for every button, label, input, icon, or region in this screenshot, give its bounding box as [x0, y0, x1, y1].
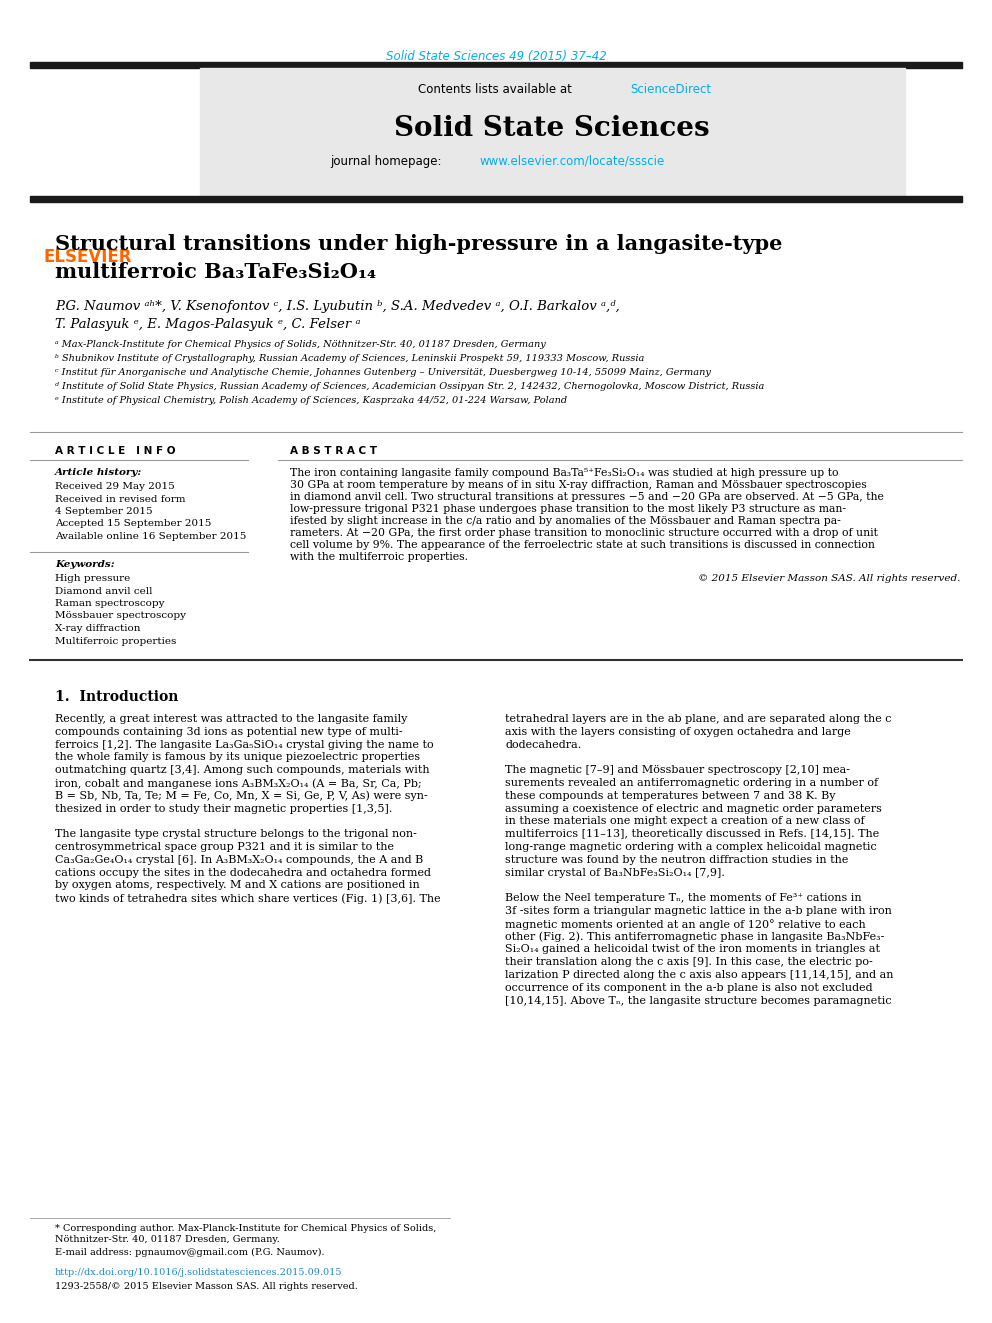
Bar [30, 196, 962, 202]
Text: iron, cobalt and manganese ions A₃BM₃X₂O₁₄ (A = Ba, Sr, Ca, Pb;: iron, cobalt and manganese ions A₃BM₃X₂O… [55, 778, 422, 789]
Text: 1293-2558/© 2015 Elsevier Masson SAS. All rights reserved.: 1293-2558/© 2015 Elsevier Masson SAS. Al… [55, 1282, 358, 1291]
Text: http://dx.doi.org/10.1016/j.solidstatesciences.2015.09.015: http://dx.doi.org/10.1016/j.solidstatesc… [55, 1267, 342, 1277]
Bar [200, 67, 905, 200]
Text: Accepted 15 September 2015: Accepted 15 September 2015 [55, 520, 211, 528]
Text: P.G. Naumov ᵃʰ*, V. Ksenofontov ᶜ, I.S. Lyubutin ᵇ, S.A. Medvedev ᵃ, O.I. Barkal: P.G. Naumov ᵃʰ*, V. Ksenofontov ᶜ, I.S. … [55, 300, 620, 314]
Text: T. Palasyuk ᵉ, E. Magos-Palasyuk ᵉ, C. Felser ᵃ: T. Palasyuk ᵉ, E. Magos-Palasyuk ᵉ, C. F… [55, 318, 360, 331]
Text: centrosymmetrical space group P321 and it is similar to the: centrosymmetrical space group P321 and i… [55, 841, 394, 852]
Text: long-range magnetic ordering with a complex helicoidal magnetic: long-range magnetic ordering with a comp… [505, 841, 877, 852]
Text: multiferroics [11–13], theoretically discussed in Refs. [14,15]. The: multiferroics [11–13], theoretically dis… [505, 830, 879, 839]
Text: ᵃ Max-Planck-Institute for Chemical Physics of Solids, Nöthnitzer-Str. 40, 01187: ᵃ Max-Planck-Institute for Chemical Phys… [55, 340, 546, 349]
Text: larization P directed along the c axis also appears [11,14,15], and an: larization P directed along the c axis a… [505, 970, 894, 980]
Text: Received 29 May 2015: Received 29 May 2015 [55, 482, 175, 491]
Text: compounds containing 3d ions as potential new type of multi-: compounds containing 3d ions as potentia… [55, 726, 403, 737]
Text: axis with the layers consisting of oxygen octahedra and large: axis with the layers consisting of oxyge… [505, 726, 851, 737]
Text: 30 GPa at room temperature by means of in situ X-ray diffraction, Raman and Möss: 30 GPa at room temperature by means of i… [290, 480, 867, 490]
Text: low-pressure trigonal P321 phase undergoes phase transition to the most likely P: low-pressure trigonal P321 phase undergo… [290, 504, 846, 515]
Text: dodecahedra.: dodecahedra. [505, 740, 581, 750]
Text: similar crystal of Ba₃NbFe₃Si₂O₁₄ [7,9].: similar crystal of Ba₃NbFe₃Si₂O₁₄ [7,9]. [505, 868, 725, 877]
Text: The iron containing langasite family compound Ba₃Ta⁵⁺Fe₃Si₂O₁₄ was studied at hi: The iron containing langasite family com… [290, 468, 838, 478]
Text: Diamond anvil cell: Diamond anvil cell [55, 586, 153, 595]
Text: structure was found by the neutron diffraction studies in the: structure was found by the neutron diffr… [505, 855, 848, 865]
Text: Solid State Sciences 49 (2015) 37–42: Solid State Sciences 49 (2015) 37–42 [386, 50, 606, 64]
Text: cations occupy the sites in the dodecahedra and octahedra formed: cations occupy the sites in the dodecahe… [55, 868, 431, 877]
Text: occurrence of its component in the a-b plane is also not excluded: occurrence of its component in the a-b p… [505, 983, 873, 992]
Bar [30, 62, 962, 67]
Text: Si₂O₁₄ gained a helicoidal twist of the iron moments in triangles at: Si₂O₁₄ gained a helicoidal twist of the … [505, 945, 880, 954]
Text: The langasite type crystal structure belongs to the trigonal non-: The langasite type crystal structure bel… [55, 830, 417, 839]
Text: © 2015 Elsevier Masson SAS. All rights reserved.: © 2015 Elsevier Masson SAS. All rights r… [697, 574, 960, 583]
Text: ᵇ Shubnikov Institute of Crystallography, Russian Academy of Sciences, Leninskii: ᵇ Shubnikov Institute of Crystallography… [55, 355, 645, 363]
Text: Recently, a great interest was attracted to the langasite family: Recently, a great interest was attracted… [55, 714, 408, 724]
Text: in diamond anvil cell. Two structural transitions at pressures −5 and −20 GPa ar: in diamond anvil cell. Two structural tr… [290, 492, 884, 501]
Text: cell volume by 9%. The appearance of the ferroelectric state at such transitions: cell volume by 9%. The appearance of the… [290, 540, 875, 550]
Text: rameters. At −20 GPa, the first order phase transition to monoclinic structure o: rameters. At −20 GPa, the first order ph… [290, 528, 878, 538]
Text: A B S T R A C T: A B S T R A C T [290, 446, 377, 456]
Text: two kinds of tetrahedra sites which share vertices (Fig. 1) [3,6]. The: two kinds of tetrahedra sites which shar… [55, 893, 440, 904]
Text: 3f -sites form a triangular magnetic lattice in the a-b plane with iron: 3f -sites form a triangular magnetic lat… [505, 906, 892, 916]
Text: Available online 16 September 2015: Available online 16 September 2015 [55, 532, 246, 541]
Text: Keywords:: Keywords: [55, 560, 115, 569]
Text: Received in revised form: Received in revised form [55, 495, 186, 504]
Text: ELSEVIER: ELSEVIER [44, 247, 132, 266]
Text: Multiferroic properties: Multiferroic properties [55, 636, 177, 646]
Text: X-ray diffraction: X-ray diffraction [55, 624, 141, 632]
Text: ᵉ Institute of Physical Chemistry, Polish Academy of Sciences, Kasprzaka 44/52, : ᵉ Institute of Physical Chemistry, Polis… [55, 396, 567, 405]
Text: magnetic moments oriented at an angle of 120° relative to each: magnetic moments oriented at an angle of… [505, 918, 866, 930]
Text: B = Sb, Nb, Ta, Te; M = Fe, Co, Mn, X = Si, Ge, P, V, As) were syn-: B = Sb, Nb, Ta, Te; M = Fe, Co, Mn, X = … [55, 791, 428, 802]
Text: Below the Neel temperature Tₙ, the moments of Fe³⁺ cations in: Below the Neel temperature Tₙ, the momen… [505, 893, 862, 904]
Text: 4 September 2015: 4 September 2015 [55, 507, 153, 516]
Text: assuming a coexistence of electric and magnetic order parameters: assuming a coexistence of electric and m… [505, 803, 882, 814]
Text: the whole family is famous by its unique piezoelectric properties: the whole family is famous by its unique… [55, 753, 421, 762]
Text: ScienceDirect: ScienceDirect [630, 83, 711, 97]
Text: Contents lists available at: Contents lists available at [418, 83, 575, 97]
Text: other (Fig. 2). This antiferromagnetic phase in langasite Ba₃NbFe₃-: other (Fig. 2). This antiferromagnetic p… [505, 931, 885, 942]
Text: [10,14,15]. Above Tₙ, the langasite structure becomes paramagnetic: [10,14,15]. Above Tₙ, the langasite stru… [505, 996, 892, 1005]
Text: in these materials one might expect a creation of a new class of: in these materials one might expect a cr… [505, 816, 865, 827]
Text: Nöthnitzer-Str. 40, 01187 Dresden, Germany.: Nöthnitzer-Str. 40, 01187 Dresden, Germa… [55, 1234, 280, 1244]
Text: by oxygen atoms, respectively. M and X cations are positioned in: by oxygen atoms, respectively. M and X c… [55, 880, 420, 890]
Text: www.elsevier.com/locate/ssscie: www.elsevier.com/locate/ssscie [480, 155, 666, 168]
Text: with the multiferroic properties.: with the multiferroic properties. [290, 552, 468, 562]
Text: Ca₃Ga₂Ge₄O₁₄ crystal [6]. In A₃BM₃X₂O₁₄ compounds, the A and B: Ca₃Ga₂Ge₄O₁₄ crystal [6]. In A₃BM₃X₂O₁₄ … [55, 855, 424, 865]
Text: Solid State Sciences: Solid State Sciences [394, 115, 710, 142]
Text: Mössbauer spectroscopy: Mössbauer spectroscopy [55, 611, 186, 620]
Text: The magnetic [7–9] and Mössbauer spectroscopy [2,10] mea-: The magnetic [7–9] and Mössbauer spectro… [505, 765, 850, 775]
Text: ifested by slight increase in the c/a ratio and by anomalies of the Mössbauer an: ifested by slight increase in the c/a ra… [290, 516, 841, 527]
Text: Raman spectroscopy: Raman spectroscopy [55, 599, 165, 609]
Text: Structural transitions under high-pressure in a langasite-type: Structural transitions under high-pressu… [55, 234, 783, 254]
Text: 1.  Introduction: 1. Introduction [55, 691, 179, 704]
Text: outmatching quartz [3,4]. Among such compounds, materials with: outmatching quartz [3,4]. Among such com… [55, 765, 430, 775]
Text: Article history:: Article history: [55, 468, 142, 478]
Text: tetrahedral layers are in the ab plane, and are separated along the c: tetrahedral layers are in the ab plane, … [505, 714, 892, 724]
Text: multiferroic Ba₃TaFe₃Si₂O₁₄: multiferroic Ba₃TaFe₃Si₂O₁₄ [55, 262, 376, 282]
Text: thesized in order to study their magnetic properties [1,3,5].: thesized in order to study their magneti… [55, 803, 393, 814]
Text: surements revealed an antiferromagnetic ordering in a number of: surements revealed an antiferromagnetic … [505, 778, 878, 789]
Text: these compounds at temperatures between 7 and 38 K. By: these compounds at temperatures between … [505, 791, 835, 800]
Text: * Corresponding author. Max-Planck-Institute for Chemical Physics of Solids,: * Corresponding author. Max-Planck-Insti… [55, 1224, 436, 1233]
Text: their translation along the c axis [9]. In this case, the electric po-: their translation along the c axis [9]. … [505, 958, 873, 967]
Text: High pressure: High pressure [55, 574, 130, 583]
Text: journal homepage:: journal homepage: [330, 155, 449, 168]
Text: E-mail address: pgnaumov@gmail.com (P.G. Naumov).: E-mail address: pgnaumov@gmail.com (P.G.… [55, 1248, 324, 1257]
Text: A R T I C L E   I N F O: A R T I C L E I N F O [55, 446, 176, 456]
Text: ᶜ Institut für Anorganische und Analytische Chemie, Johannes Gutenberg – Univers: ᶜ Institut für Anorganische und Analytis… [55, 368, 711, 377]
Text: ᵈ Institute of Solid State Physics, Russian Academy of Sciences, Academician Oss: ᵈ Institute of Solid State Physics, Russ… [55, 382, 765, 392]
Text: ferroics [1,2]. The langasite La₃Ga₅SiO₁₄ crystal giving the name to: ferroics [1,2]. The langasite La₃Ga₅SiO₁… [55, 740, 434, 750]
